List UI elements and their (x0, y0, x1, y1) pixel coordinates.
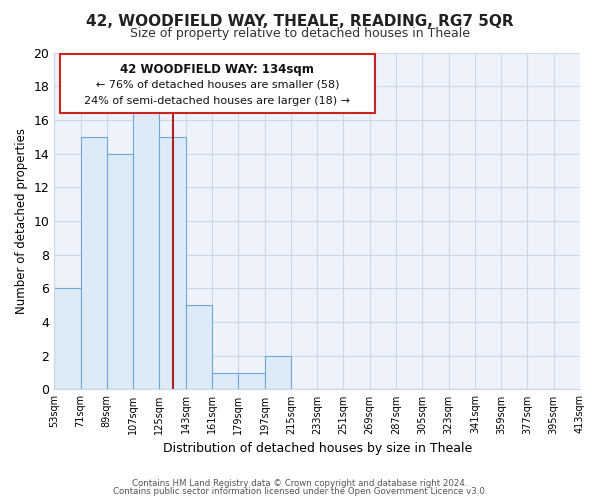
Text: 42 WOODFIELD WAY: 134sqm: 42 WOODFIELD WAY: 134sqm (121, 62, 314, 76)
Bar (186, 305, 212, 390)
Bar (54, 288, 80, 390)
Bar (160, 136, 186, 390)
Text: Contains public sector information licensed under the Open Government Licence v3: Contains public sector information licen… (113, 487, 487, 496)
FancyBboxPatch shape (59, 54, 375, 113)
Bar (265, 356, 291, 390)
Text: 42, WOODFIELD WAY, THEALE, READING, RG7 5QR: 42, WOODFIELD WAY, THEALE, READING, RG7 … (86, 14, 514, 29)
Bar (212, 372, 238, 390)
Bar (107, 154, 133, 390)
Text: ← 76% of detached houses are smaller (58): ← 76% of detached houses are smaller (58… (95, 80, 339, 90)
Bar (133, 103, 160, 390)
Y-axis label: Number of detached properties: Number of detached properties (15, 128, 28, 314)
Bar (80, 136, 107, 390)
Text: Size of property relative to detached houses in Theale: Size of property relative to detached ho… (130, 28, 470, 40)
X-axis label: Distribution of detached houses by size in Theale: Distribution of detached houses by size … (163, 442, 472, 455)
Text: Contains HM Land Registry data © Crown copyright and database right 2024.: Contains HM Land Registry data © Crown c… (132, 478, 468, 488)
Bar (238, 372, 265, 390)
Text: 24% of semi-detached houses are larger (18) →: 24% of semi-detached houses are larger (… (84, 96, 350, 106)
